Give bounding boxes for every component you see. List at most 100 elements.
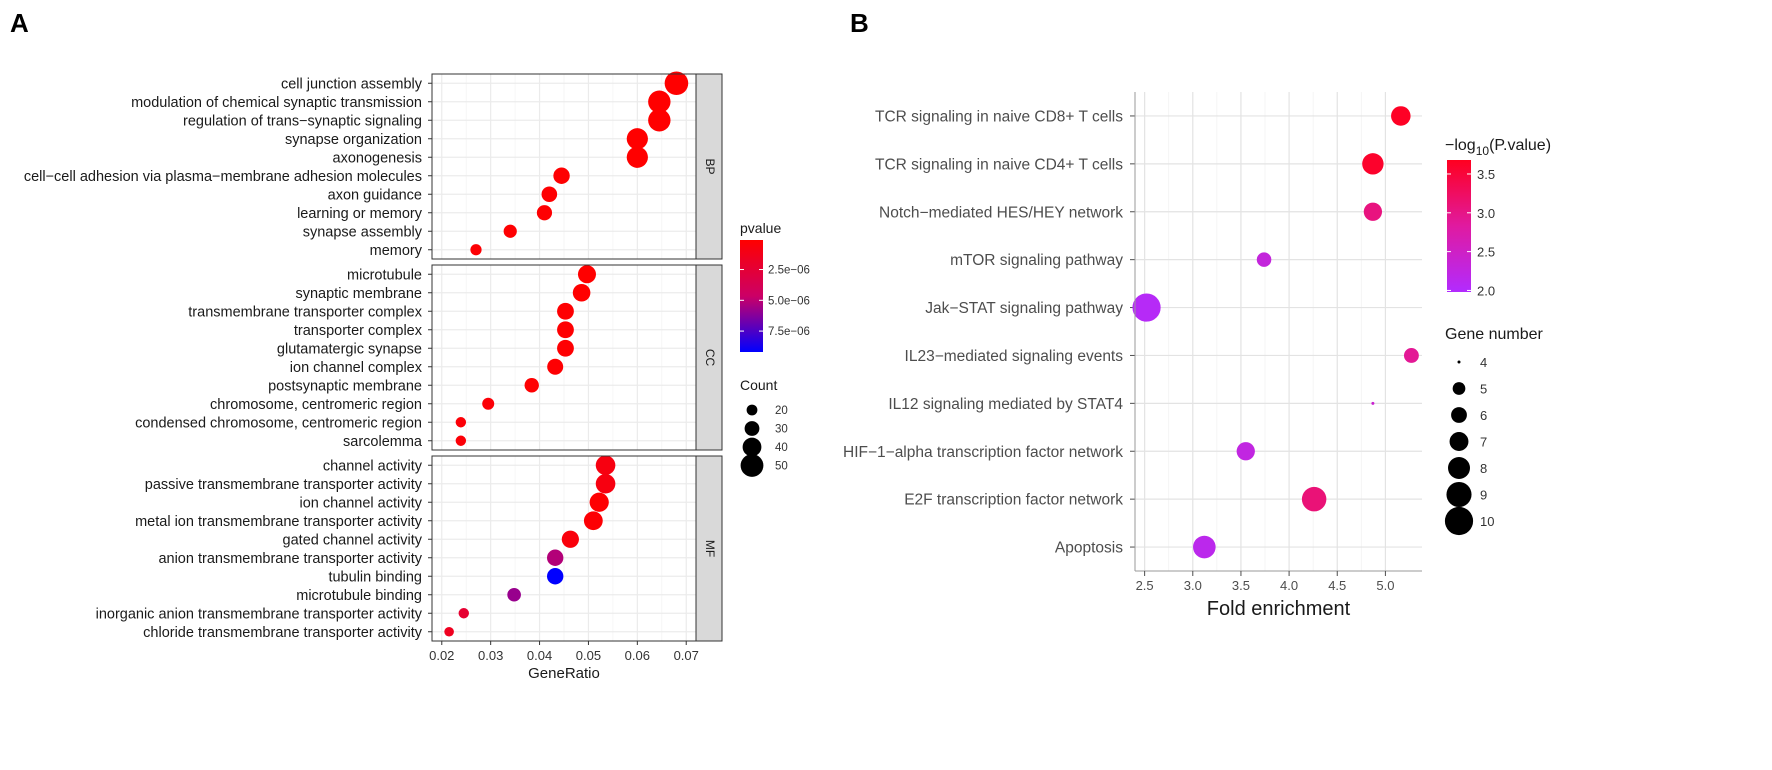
dot-bp	[503, 224, 517, 238]
dot-cc	[557, 339, 574, 357]
panel-b-letter: B	[850, 8, 869, 38]
legend-pvalue-colorbar	[740, 240, 763, 352]
panel-a-letter: A	[10, 8, 29, 38]
dot-cc	[557, 321, 574, 339]
legend-gene-number-label: 5	[1480, 382, 1487, 397]
dot-bp	[626, 146, 648, 168]
term-label: inorganic anion transmembrane transporte…	[96, 606, 423, 622]
legend-pvalue-label: 2.5	[1477, 245, 1495, 260]
facet-cc: microtubule synaptic membrane transmembran…	[135, 264, 723, 451]
legend-pvalue-label: 2.0	[1477, 283, 1495, 298]
legend-gene-number-dot	[1449, 432, 1469, 451]
term-label: microtubule binding	[296, 588, 422, 604]
dot-mf	[458, 608, 469, 619]
dot-mf	[589, 492, 609, 512]
legend-pvalue-title: pvalue	[740, 220, 781, 236]
dot-mf	[547, 568, 564, 585]
legend-gene-number-label: 10	[1480, 514, 1494, 529]
dot	[1132, 293, 1161, 322]
legend-title-sub: 10	[1476, 144, 1490, 158]
dot-cc	[577, 265, 596, 284]
dot-mf	[595, 473, 616, 494]
dot-cc	[557, 302, 574, 320]
x-tick-label: 0.02	[429, 648, 454, 663]
legend-count-label: 50	[775, 461, 788, 473]
dot	[1391, 106, 1411, 126]
x-axis-title: Fold enrichment	[1207, 598, 1351, 620]
term-label: memory	[370, 243, 423, 259]
x-tick-label: 0.06	[625, 648, 650, 663]
term-label: modulation of chemical synaptic transmis…	[131, 95, 422, 111]
legend-gene-number-title: Gene number	[1445, 326, 1544, 343]
term-label: synaptic membrane	[295, 286, 422, 302]
legend-gene-number-dot	[1452, 382, 1466, 395]
panel-b-dot-plot: TCR signaling in naive CD8+ T cells TCR s…	[843, 92, 1551, 620]
legend-pvalue-label: 3.0	[1477, 206, 1495, 221]
x-tick-label: 4.0	[1280, 578, 1298, 593]
legend-count-dot	[742, 437, 762, 457]
facet-bp: cell junction assembly modulation of chem…	[24, 71, 723, 260]
legend-pvalue-title: −log10(P.value)	[1445, 137, 1551, 158]
dot	[1403, 348, 1419, 363]
facet-strip	[695, 73, 723, 260]
legend-count-label: 40	[775, 442, 788, 454]
term-label: condensed chromosome, centromeric region	[135, 415, 422, 431]
dot	[1256, 252, 1272, 267]
term-label: TCR signaling in naive CD8+ T cells	[875, 108, 1123, 125]
dot-mf	[583, 511, 603, 531]
legend-gene-number-label: 4	[1480, 355, 1487, 370]
x-tick-label: 0.05	[576, 648, 601, 663]
term-label: cell junction assembly	[281, 76, 423, 92]
dot-mf	[444, 626, 454, 637]
x-tick-label: 0.03	[478, 648, 503, 663]
legend-gene-number-dot	[1446, 481, 1472, 508]
dot-mf	[561, 530, 579, 548]
x-tick-label: 2.5	[1136, 578, 1154, 593]
term-label: ion channel activity	[299, 495, 422, 511]
term-label: mTOR signaling pathway	[950, 252, 1123, 269]
term-label: axonogenesis	[333, 150, 423, 166]
term-label: TCR signaling in naive CD4+ T cells	[875, 156, 1123, 173]
term-label: chloride transmembrane transporter activ…	[143, 625, 423, 641]
dot-bp	[541, 186, 558, 203]
x-tick-label: 3.0	[1184, 578, 1202, 593]
term-label: Apoptosis	[1055, 540, 1123, 557]
dot-bp	[648, 90, 671, 113]
term-label: metal ion transmembrane transporter acti…	[135, 514, 423, 530]
term-label: chromosome, centromeric region	[210, 397, 422, 413]
dot	[1362, 153, 1384, 175]
term-label: synapse assembly	[303, 224, 423, 240]
dot-cc	[547, 358, 564, 375]
term-label: synapse organization	[285, 132, 422, 148]
term-label: gated channel activity	[283, 532, 423, 548]
term-label: anion transmembrane transporter activity	[158, 551, 422, 567]
dot-bp	[553, 167, 570, 184]
x-tick-label: 3.5	[1232, 578, 1250, 593]
legend-count-dot	[746, 404, 758, 416]
panel-a-dot-plot: cell junction assembly modulation of chem…	[24, 71, 810, 682]
term-label: microtubule	[347, 267, 422, 283]
facet-strip-label: MF	[703, 540, 717, 557]
dot-cc	[524, 378, 539, 393]
facet-strip	[695, 264, 723, 451]
x-tick-label: 5.0	[1376, 578, 1394, 593]
term-label: E2F transcription factor network	[904, 492, 1123, 509]
term-label: axon guidance	[328, 187, 422, 203]
legend-gene-number-label: 6	[1480, 408, 1487, 423]
term-label: tubulin binding	[328, 569, 422, 585]
facet-strip	[695, 455, 723, 642]
legend-count-dot	[740, 454, 764, 477]
term-label: passive transmembrane transporter activi…	[145, 477, 423, 493]
legend-title-suffix: (P.value)	[1489, 137, 1551, 154]
legend-count-dot	[744, 421, 760, 436]
dot	[1371, 401, 1375, 405]
legend-gene-number-dot	[1448, 457, 1470, 479]
dot-cc	[455, 417, 467, 428]
term-label: postsynaptic membrane	[268, 378, 422, 394]
legend-gene-number-dot	[1451, 407, 1467, 423]
dot-mf	[595, 455, 616, 476]
dot-cc	[482, 397, 495, 410]
term-label: regulation of trans−synaptic signaling	[183, 113, 422, 129]
term-label: transmembrane transporter complex	[188, 304, 422, 320]
